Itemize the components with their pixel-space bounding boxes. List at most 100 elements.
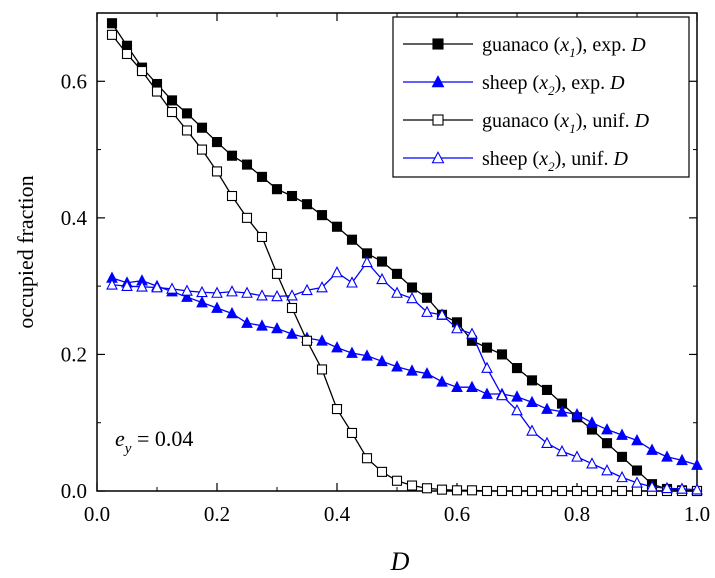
data-point xyxy=(333,405,342,414)
data-point xyxy=(543,487,552,496)
legend-marker xyxy=(433,115,443,125)
data-point xyxy=(542,438,552,448)
x-tick-label: 0.2 xyxy=(204,502,230,526)
data-point xyxy=(408,283,417,292)
data-point xyxy=(438,485,447,494)
data-point xyxy=(273,269,282,278)
data-point xyxy=(243,213,252,222)
legend-label-part: ), unif. xyxy=(555,148,614,170)
data-point xyxy=(437,376,447,386)
y-tick-label: 0.0 xyxy=(61,479,87,503)
legend-label-part: ), exp. xyxy=(555,72,611,94)
data-point xyxy=(183,109,192,118)
data-point xyxy=(198,123,207,132)
series-2 xyxy=(107,273,702,470)
data-point xyxy=(618,487,627,496)
y-tick-label: 0.4 xyxy=(61,206,88,230)
data-point xyxy=(348,428,357,437)
x-tick-label: 0.6 xyxy=(444,502,470,526)
data-point xyxy=(303,336,312,345)
data-point xyxy=(468,486,477,495)
data-point xyxy=(482,363,492,373)
x-tick-label: 0.4 xyxy=(324,502,351,526)
ey-subscript: y xyxy=(123,441,132,457)
data-point xyxy=(333,222,342,231)
data-point xyxy=(408,481,417,490)
data-point xyxy=(393,269,402,278)
legend-label-part: ), exp. xyxy=(576,34,632,56)
data-point xyxy=(662,452,672,462)
legend-label-part: guanaco ( xyxy=(482,110,561,132)
data-point xyxy=(378,257,387,266)
data-point xyxy=(587,458,597,468)
data-point xyxy=(632,478,642,488)
data-point xyxy=(647,445,657,455)
data-point xyxy=(213,167,222,176)
legend-label-part: sheep ( xyxy=(482,72,540,94)
data-point xyxy=(498,350,507,359)
data-point xyxy=(528,376,537,385)
data-point xyxy=(138,67,147,76)
data-point xyxy=(617,472,627,482)
legend-label-part: guanaco ( xyxy=(482,34,561,56)
data-point xyxy=(483,343,492,352)
y-tick-label: 0.6 xyxy=(61,69,87,93)
legend-label-part: sheep ( xyxy=(482,148,540,170)
data-point xyxy=(528,487,537,496)
data-point xyxy=(108,19,117,28)
data-point xyxy=(633,487,642,496)
data-point xyxy=(602,465,612,475)
x-axis-label: D xyxy=(390,547,410,576)
legend-marker xyxy=(433,39,443,49)
data-point xyxy=(573,487,582,496)
legend-label-part: x xyxy=(559,110,569,132)
data-point xyxy=(378,467,387,476)
data-point xyxy=(572,452,582,462)
data-point xyxy=(288,303,297,312)
data-point xyxy=(332,342,342,352)
ey-annotation: ey = 0.04 xyxy=(115,426,193,457)
y-axis-label: occupied fraction xyxy=(13,175,38,328)
data-point xyxy=(557,446,567,456)
data-point xyxy=(332,267,342,277)
data-point xyxy=(453,486,462,495)
data-point xyxy=(347,348,357,358)
data-point xyxy=(287,290,297,300)
data-point xyxy=(197,297,207,307)
data-point xyxy=(273,185,282,194)
data-point xyxy=(287,329,297,339)
data-point xyxy=(288,192,297,201)
ey-value: = 0.04 xyxy=(131,426,193,451)
data-point xyxy=(258,172,267,181)
data-point xyxy=(423,484,432,493)
data-point xyxy=(602,424,612,434)
data-point xyxy=(483,487,492,496)
data-point xyxy=(318,365,327,374)
data-point xyxy=(633,466,642,475)
x-tick-label: 0.0 xyxy=(84,502,110,526)
data-point xyxy=(407,293,417,303)
legend-label-part: ), unif. xyxy=(576,110,635,132)
ey-symbol: e xyxy=(115,426,125,451)
legend-label-part: D xyxy=(634,110,650,132)
data-point xyxy=(348,235,357,244)
data-point xyxy=(318,211,327,220)
data-point xyxy=(242,318,252,328)
series-4 xyxy=(107,257,702,494)
data-point xyxy=(243,160,252,169)
legend-label-part: x xyxy=(538,148,548,170)
data-point xyxy=(423,293,432,302)
data-point xyxy=(227,286,237,296)
data-point xyxy=(542,404,552,414)
data-point xyxy=(213,138,222,147)
legend-label-part: x xyxy=(538,72,548,94)
data-point xyxy=(527,397,537,407)
data-point xyxy=(123,49,132,58)
data-point xyxy=(543,385,552,394)
data-point xyxy=(588,487,597,496)
legend-label-part: D xyxy=(609,72,625,94)
data-point xyxy=(168,108,177,117)
data-point xyxy=(153,87,162,96)
